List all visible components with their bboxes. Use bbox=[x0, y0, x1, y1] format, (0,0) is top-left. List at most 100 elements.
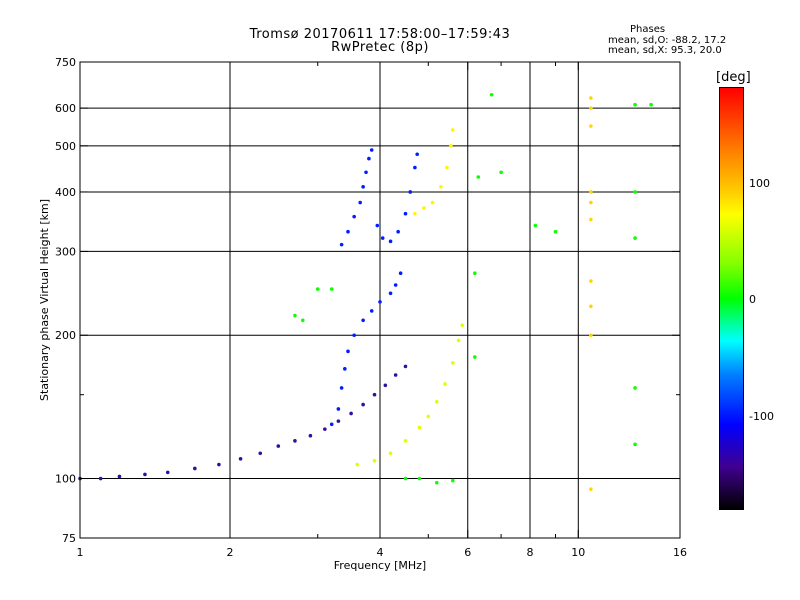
data-point bbox=[403, 439, 408, 443]
data-point bbox=[434, 480, 439, 485]
data-point bbox=[369, 309, 374, 313]
data-point bbox=[276, 444, 281, 448]
x-tick-label: 4 bbox=[377, 546, 384, 559]
axis-ticks: 1 2 4 6 8 10 16 75 100 200 300 400 500 600 750 bbox=[55, 56, 687, 559]
data-point bbox=[355, 462, 359, 467]
data-point bbox=[98, 476, 103, 481]
y-tick-label: 200 bbox=[55, 329, 76, 342]
data-point bbox=[372, 392, 377, 397]
data-point bbox=[378, 300, 382, 304]
data-point bbox=[315, 287, 320, 291]
data-point bbox=[383, 383, 388, 388]
y-tick-label: 300 bbox=[55, 245, 76, 258]
data-point bbox=[633, 386, 637, 390]
data-point bbox=[364, 170, 368, 175]
data-point bbox=[451, 478, 455, 483]
data-point bbox=[336, 407, 341, 411]
data-point bbox=[193, 466, 197, 471]
x-tick-label: 10 bbox=[571, 546, 585, 559]
data-point bbox=[633, 442, 637, 447]
data-point bbox=[553, 229, 558, 234]
data-point bbox=[238, 457, 243, 461]
data-point bbox=[473, 355, 477, 359]
chart-title-line1: Tromsø 20170611 17:58:00–17:59:43 bbox=[249, 27, 511, 42]
data-point bbox=[375, 223, 380, 228]
data-point bbox=[308, 433, 313, 438]
data-point bbox=[589, 217, 593, 222]
data-point bbox=[361, 402, 365, 407]
data-point bbox=[367, 156, 371, 161]
data-point bbox=[361, 185, 365, 189]
data-point bbox=[415, 152, 419, 157]
data-point bbox=[403, 476, 408, 481]
x-tick-label: 6 bbox=[464, 546, 471, 559]
data-point bbox=[456, 338, 461, 343]
phases-x-mode-stats: mean, sd,X: 95.3, 20.0 bbox=[608, 45, 722, 56]
data-point bbox=[143, 472, 147, 477]
data-point bbox=[398, 271, 403, 276]
data-point bbox=[499, 170, 503, 175]
data-point bbox=[417, 425, 422, 430]
data-point bbox=[369, 148, 374, 152]
data-point bbox=[388, 239, 393, 244]
data-point bbox=[393, 373, 398, 377]
data-point bbox=[417, 476, 422, 481]
x-tick-label: 2 bbox=[227, 546, 234, 559]
data-point bbox=[443, 382, 447, 386]
data-point bbox=[633, 236, 637, 240]
data-point bbox=[589, 96, 593, 100]
chart-title-line2: RwPretec (8p) bbox=[331, 40, 429, 55]
data-point bbox=[293, 313, 297, 318]
x-tick-label: 16 bbox=[673, 546, 687, 559]
data-point bbox=[403, 211, 408, 216]
data-point bbox=[329, 422, 334, 427]
data-point bbox=[473, 271, 477, 276]
data-point bbox=[589, 200, 593, 205]
data-point bbox=[649, 102, 653, 107]
data-point bbox=[380, 236, 385, 240]
y-tick-label: 500 bbox=[55, 140, 76, 153]
data-point bbox=[117, 474, 122, 479]
data-point bbox=[449, 144, 453, 148]
data-point bbox=[358, 200, 362, 205]
data-point bbox=[361, 318, 365, 323]
y-tick-label: 100 bbox=[55, 473, 76, 486]
data-point bbox=[339, 386, 344, 390]
colorbar-unit: [deg] bbox=[716, 70, 751, 85]
data-point bbox=[422, 206, 426, 210]
data-point bbox=[388, 291, 393, 296]
phase-colorbar bbox=[719, 87, 744, 510]
data-point bbox=[589, 106, 593, 110]
data-point bbox=[393, 283, 398, 287]
data-point bbox=[589, 279, 593, 283]
phases-title: Phases bbox=[630, 24, 666, 35]
data-point bbox=[460, 323, 465, 327]
data-point bbox=[633, 190, 637, 194]
data-point bbox=[301, 318, 305, 323]
data-point bbox=[434, 399, 439, 404]
data-point bbox=[403, 364, 408, 369]
data-point bbox=[413, 211, 417, 216]
data-point bbox=[589, 333, 593, 338]
data-point bbox=[430, 200, 435, 205]
data-point bbox=[352, 214, 356, 219]
y-tick-label: 600 bbox=[55, 102, 76, 115]
y-axis-label: Stationary phase Virtual Height [km] bbox=[38, 199, 51, 401]
data-point bbox=[352, 333, 356, 338]
data-point bbox=[633, 102, 637, 107]
data-point bbox=[589, 190, 593, 194]
y-tick-label: 750 bbox=[55, 56, 76, 69]
data-point bbox=[346, 349, 350, 354]
grid bbox=[80, 62, 680, 538]
data-point bbox=[323, 427, 327, 431]
x-tick-label: 8 bbox=[527, 546, 534, 559]
colorbar-tick-minus100: -100 bbox=[749, 410, 774, 423]
x-tick-label: 1 bbox=[77, 546, 84, 559]
data-point bbox=[346, 229, 350, 234]
data-points bbox=[78, 92, 653, 491]
data-point bbox=[388, 451, 393, 456]
data-point bbox=[445, 165, 449, 170]
data-point bbox=[372, 458, 377, 463]
y-tick-label: 75 bbox=[62, 532, 76, 545]
data-point bbox=[451, 128, 455, 132]
